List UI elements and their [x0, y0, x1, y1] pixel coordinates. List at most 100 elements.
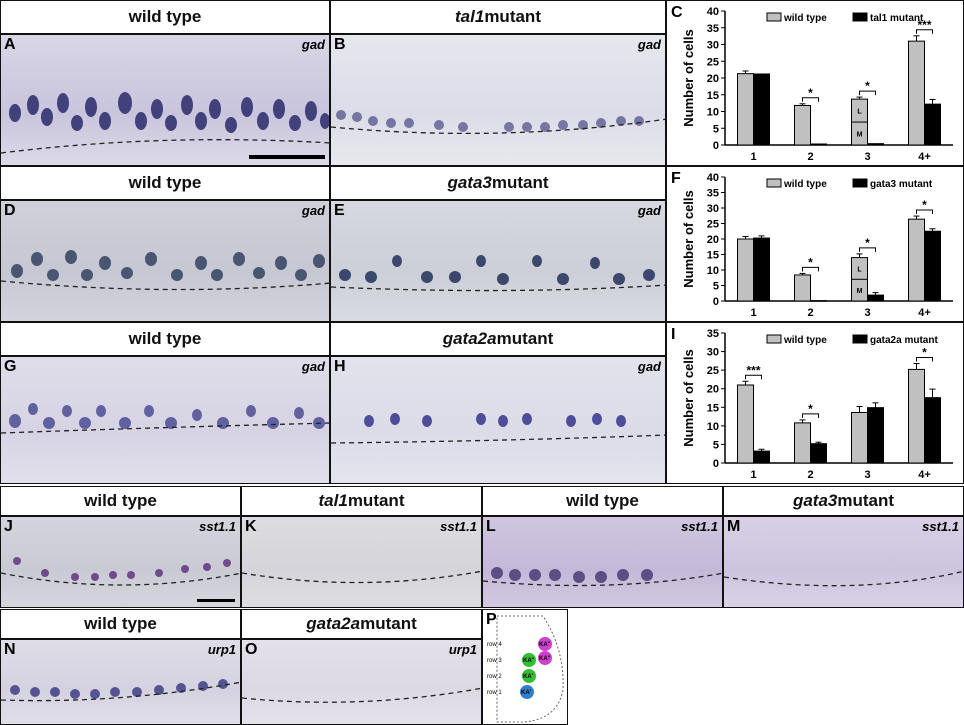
header-label: wild type [84, 491, 157, 510]
micrograph-A-cells [1, 92, 329, 154]
y-tick-label: 10 [707, 107, 719, 119]
y-tick-label: 15 [707, 90, 719, 102]
chart-C: C Number of cells 0 5 10 15 20 25 30 35 40 1 2 3 4+ * * *… [666, 0, 964, 166]
header-label: wild type [128, 7, 202, 26]
y-tick-label: 35 [707, 328, 719, 340]
x-tick-label: 2 [807, 307, 813, 319]
gene-label-M: sst1.1 [922, 519, 959, 534]
x-tick-label: 1 [750, 469, 756, 481]
cell-ka-prime [520, 685, 534, 699]
gene-label-H: gad [637, 359, 661, 374]
chart-F: F Number of cells 0 5 10 15 20 25 30 35 40 1 2 3 4+ * * *… [666, 166, 964, 322]
micrograph-J: J sst1.1 [0, 516, 241, 608]
y-tick-label: 40 [707, 172, 719, 184]
header-wild-type-A: wild type [0, 0, 330, 34]
legend-swatch [852, 12, 868, 22]
scale-bar [249, 155, 325, 159]
significance-label: * [922, 198, 927, 212]
micrograph-M: M sst1.1 [723, 516, 964, 608]
bar [867, 143, 884, 146]
y-axis-label: Number of cells [681, 190, 696, 288]
y-tick-label: 10 [707, 421, 719, 433]
bar [924, 397, 941, 464]
gene-label-G: gad [301, 359, 325, 374]
significance-bracket [802, 97, 819, 102]
x-tick-label: 3 [864, 469, 870, 481]
micrograph-N-cells [1, 679, 240, 702]
y-axis-label: Number of cells [681, 349, 696, 447]
y-tick-label: 15 [707, 402, 719, 414]
bar [737, 73, 754, 146]
gene-label-A: gad [301, 37, 325, 52]
y-tick-label: 0 [713, 296, 719, 308]
header-label: wild type [84, 614, 157, 633]
micrograph-G-cells [1, 403, 329, 434]
header-wild-type-N: wild type [0, 609, 241, 639]
bar [924, 103, 941, 146]
significance-label: *** [917, 18, 931, 32]
gene-label-D: gad [301, 203, 325, 218]
micrograph-B-cells [331, 110, 665, 135]
header-label: wild type [128, 329, 202, 348]
y-tick-label: 5 [713, 439, 719, 451]
legend-label: wild type [783, 179, 827, 190]
bar-inner-label: M [857, 132, 863, 139]
panel-letter-K: K [245, 518, 257, 535]
header-wild-type-G: wild type [0, 322, 330, 356]
panel-letter-A: A [4, 36, 16, 53]
micrograph-L: L sst1.1 [482, 516, 723, 608]
bar [794, 274, 811, 302]
header-gene-italic: tal1 [318, 491, 348, 510]
micrograph-H: H gad [330, 356, 666, 484]
scale-bar [197, 599, 235, 602]
bar-inner-label: L [857, 109, 862, 116]
y-tick-label: 30 [707, 40, 719, 52]
header-gata2a-mutant-O: gata2a mutant [241, 609, 482, 639]
bar [753, 237, 770, 302]
gene-label-B: gad [637, 37, 661, 52]
header-label: mutant [837, 491, 895, 510]
header-tal1-mutant-K: tal1 mutant [241, 486, 482, 516]
bar [753, 73, 770, 146]
micrograph-O-lines [242, 687, 481, 703]
panel-letter-F: F [671, 170, 681, 187]
significance-bracket [859, 90, 876, 96]
cell-ka-double [538, 651, 552, 665]
panel-letter-E: E [334, 202, 345, 219]
micrograph-K-lines [242, 570, 481, 584]
legend-swatch [766, 334, 782, 344]
significance-label: * [865, 79, 870, 93]
bar [794, 104, 811, 146]
micrograph-A: A gad [0, 34, 330, 166]
header-wild-type-J: wild type [0, 486, 241, 516]
panel-letter-C: C [671, 4, 683, 21]
micrograph-L-cells [483, 567, 722, 587]
legend-label: tal1 mutant [870, 13, 924, 24]
schematic-P-svg: KA" KA" KA" KA' KA' row 4 row 3 row 2 ro… [487, 615, 564, 723]
header-gene-italic: tal1 [455, 7, 485, 26]
y-axis-label: Number of cells [681, 29, 696, 127]
micrograph-H-cells [331, 413, 665, 444]
micrograph-B: B gad [330, 34, 666, 166]
y-tick-label: 35 [707, 23, 719, 35]
x-tick-label: 2 [807, 469, 813, 481]
header-gata3-mutant-E: gata3 mutant [330, 166, 666, 200]
legend-label: wild type [783, 13, 827, 24]
cell-ka-double [538, 637, 552, 651]
legend-swatch [852, 334, 868, 344]
x-tick-label: 1 [750, 151, 756, 163]
x-tick-label: 2 [807, 151, 813, 163]
gene-label-O: urp1 [448, 642, 477, 657]
significance-label: * [922, 345, 927, 359]
y-tick-label: 40 [707, 6, 719, 18]
gene-label-K: sst1.1 [440, 519, 477, 534]
panel-letter-I: I [671, 326, 675, 343]
bar [924, 230, 941, 302]
bar [737, 238, 754, 302]
significance-label: * [808, 86, 813, 100]
legend-swatch [766, 12, 782, 22]
header-label: mutant [347, 491, 405, 510]
panel-letter-P: P [486, 611, 497, 628]
